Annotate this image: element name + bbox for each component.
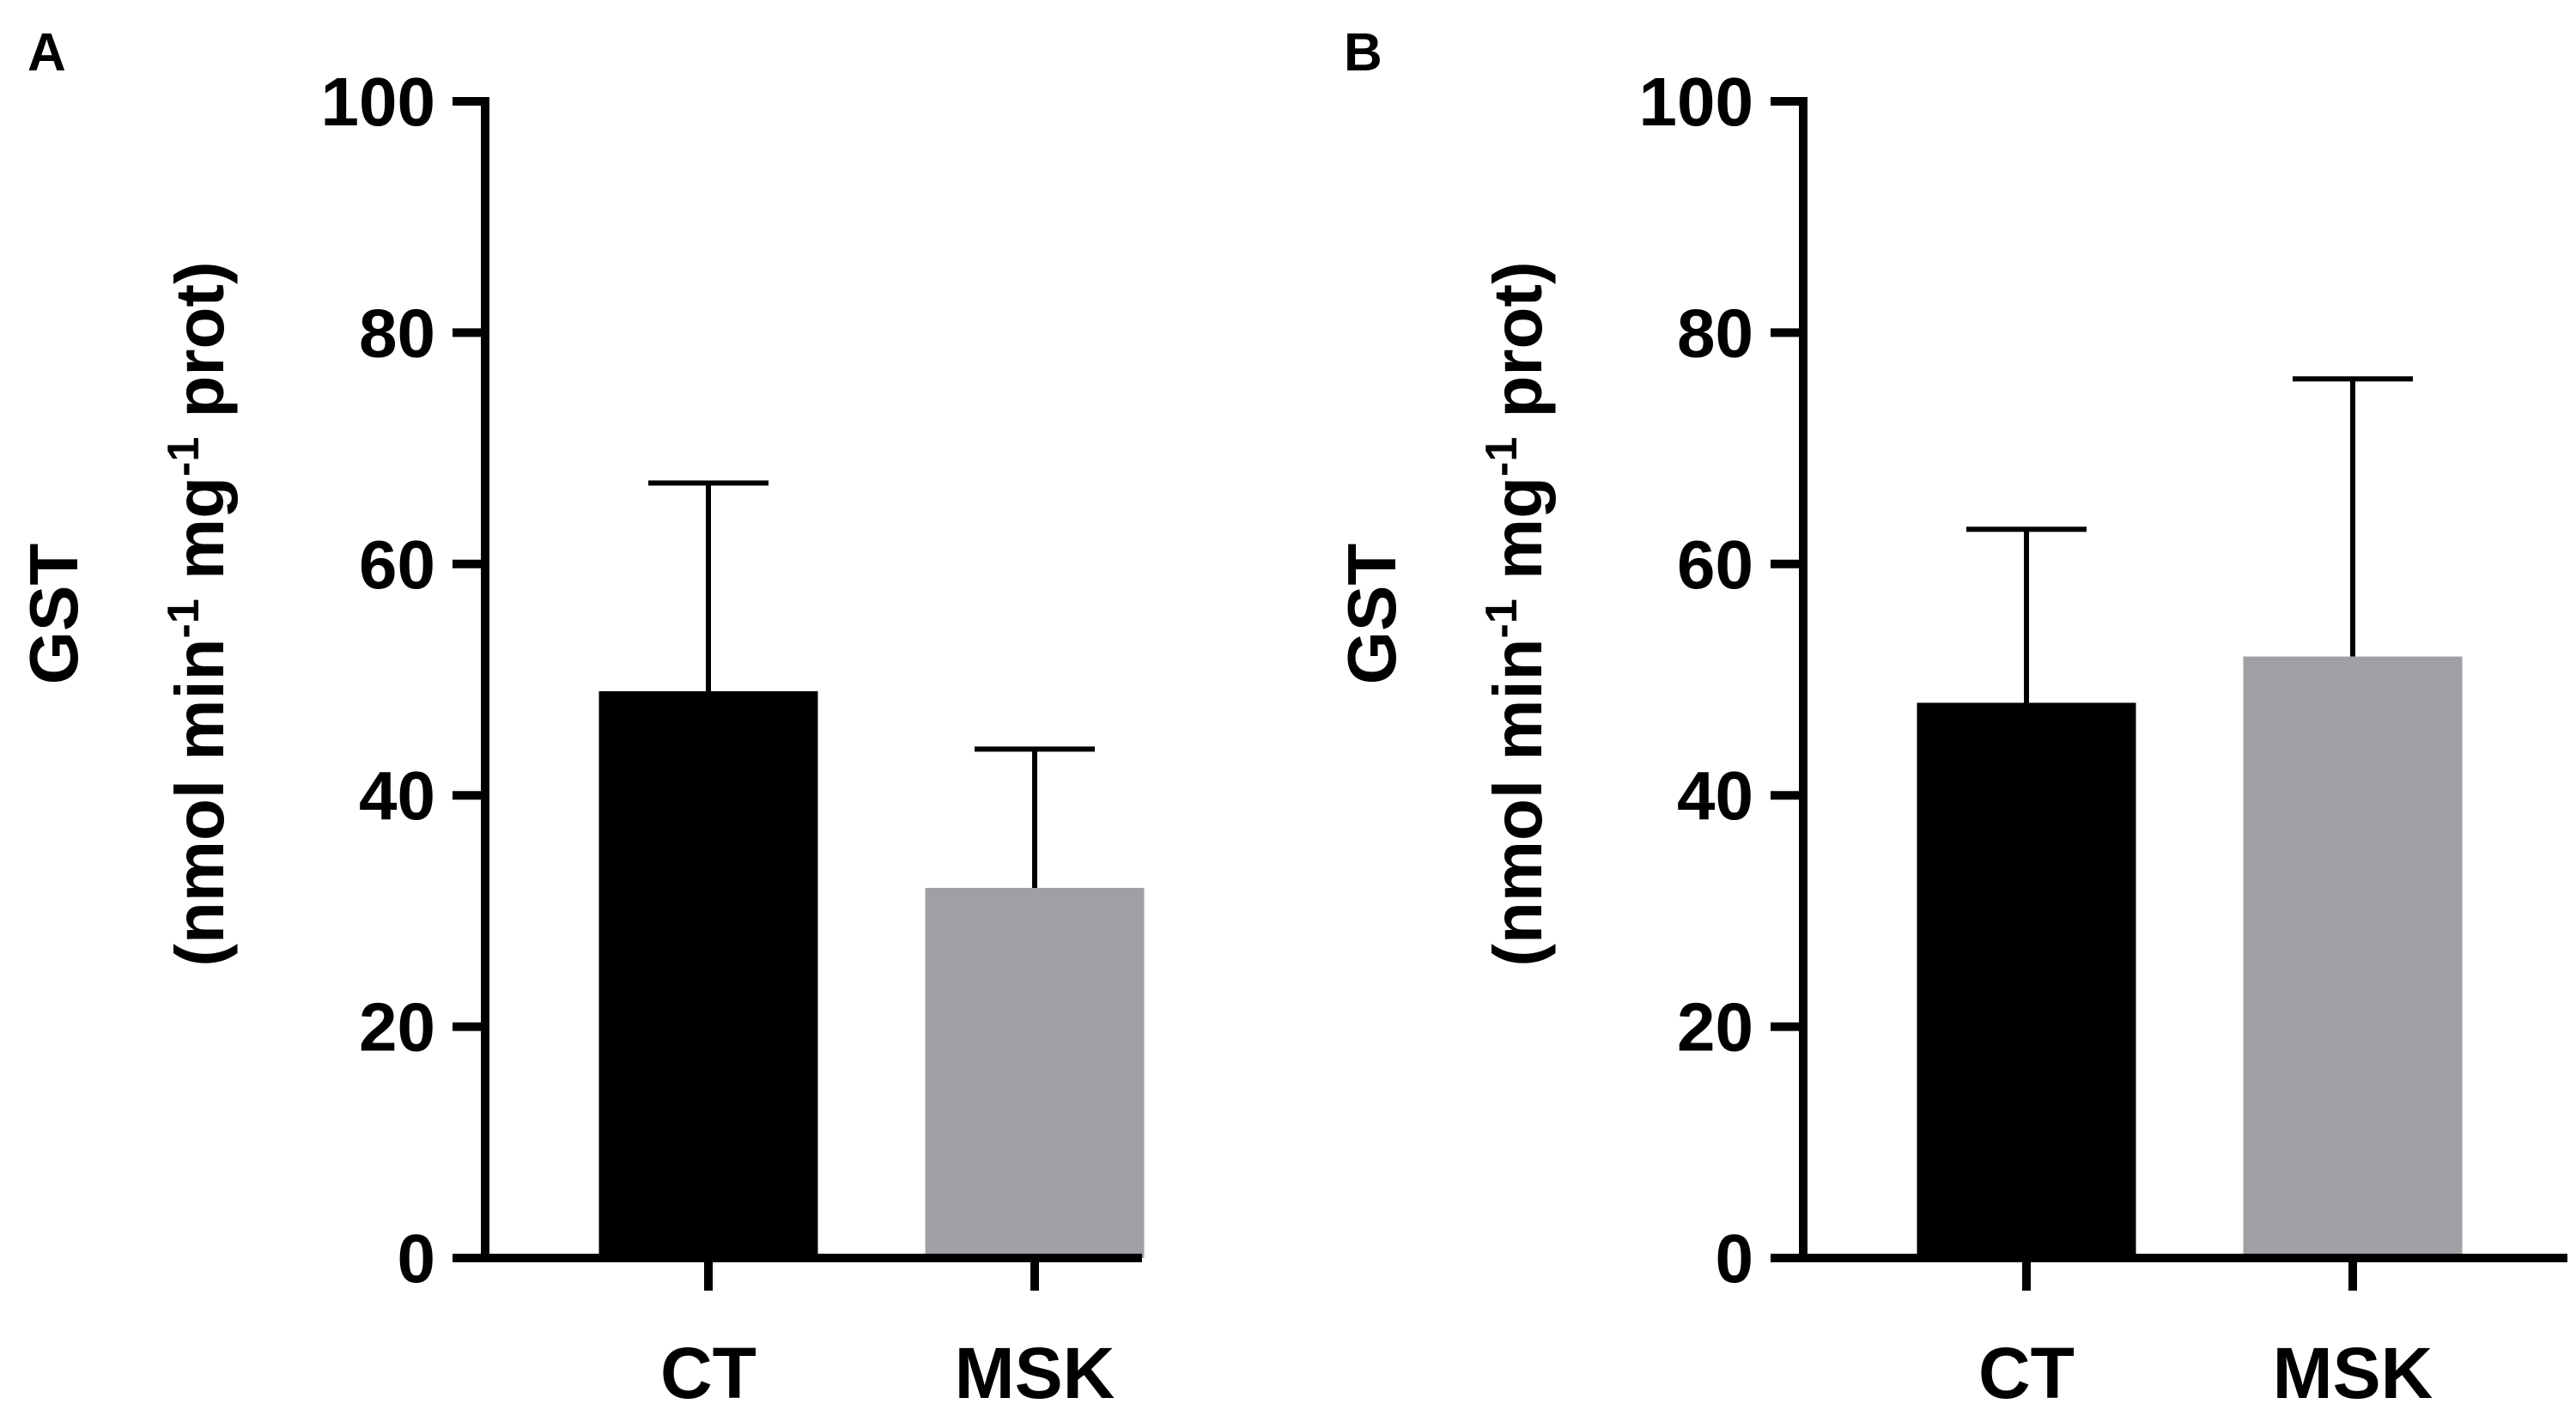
panel-b-plot: 0 20 40 60 80 100 CT MSK [1639,64,2567,1413]
panel-b-ytick-label-100: 100 [1639,64,1753,140]
panel-b-ylabel-part-0: (nmol min [1479,638,1556,966]
panel-a-category-label-ct: CT [660,1333,756,1413]
panel-b-ytick-label-80: 80 [1677,295,1753,371]
panel-a-ylabel-part-0: (nmol min [161,638,238,966]
panel-b-ytick-label-60: 60 [1677,526,1753,603]
panel-a-ytick-label-100: 100 [321,64,435,140]
panel-a-ytick-label-80: 80 [359,295,435,371]
panel-b-ylabel-part-1: -1 [1477,599,1527,638]
panel-b-ylabel-part-3: -1 [1477,437,1527,477]
panel-a-ytick-label-20: 20 [359,989,435,1066]
panel-b-category-label-ct: CT [1978,1333,2075,1413]
panel-b-ylabel-part-4: prot) [1479,261,1556,436]
panel-b-category-label-msk: MSK [2273,1333,2433,1413]
panel-b-ytick-label-20: 20 [1677,989,1753,1066]
panel-a-ylabel-part-4: prot) [161,261,238,436]
panel-b-letter: B [1344,23,1382,82]
panel-b-ytick-label-0: 0 [1716,1220,1754,1297]
panel-a-bar-msk [925,887,1145,1258]
panel-b-ylabel: GST [1334,544,1410,685]
panel-a-ylabel-part-1: -1 [159,599,209,638]
panel-b-ylabel-units: (nmol min-1 mg-1 prot) [1477,261,1556,966]
panel-a-ylabel-part-3: -1 [159,437,209,477]
panel-a-letter: A [27,23,66,82]
panel-a-ylabel-part-2: mg [161,477,238,599]
panel-a-plot: 0 20 40 60 80 100 CT MSK [321,64,1145,1413]
panel-a-ylabel: GST [15,544,92,685]
panel-b-bar-ct [1917,702,2136,1258]
panel-a-ylabel-line1: GST [15,544,92,685]
panel-b-ylabel-line1: GST [1334,544,1410,685]
panel-a-ylabel-line2: (nmol min-1 mg-1 prot) [159,261,238,966]
panel-b-bar-msk [2243,656,2463,1258]
panel-b-ytick-label-40: 40 [1677,757,1753,834]
panel-a-ylabel-units: (nmol min-1 mg-1 prot) [159,261,238,966]
panel-a-category-label-msk: MSK [955,1333,1115,1413]
panel-a-bar-ct [598,690,818,1258]
panel-a-ytick-label-60: 60 [359,526,435,603]
panel-a-ytick-label-0: 0 [398,1220,436,1297]
panel-b-ylabel-part-2: mg [1479,477,1556,599]
panel-a-ytick-label-40: 40 [359,757,435,834]
panel-b-ylabel-line2: (nmol min-1 mg-1 prot) [1477,261,1556,966]
